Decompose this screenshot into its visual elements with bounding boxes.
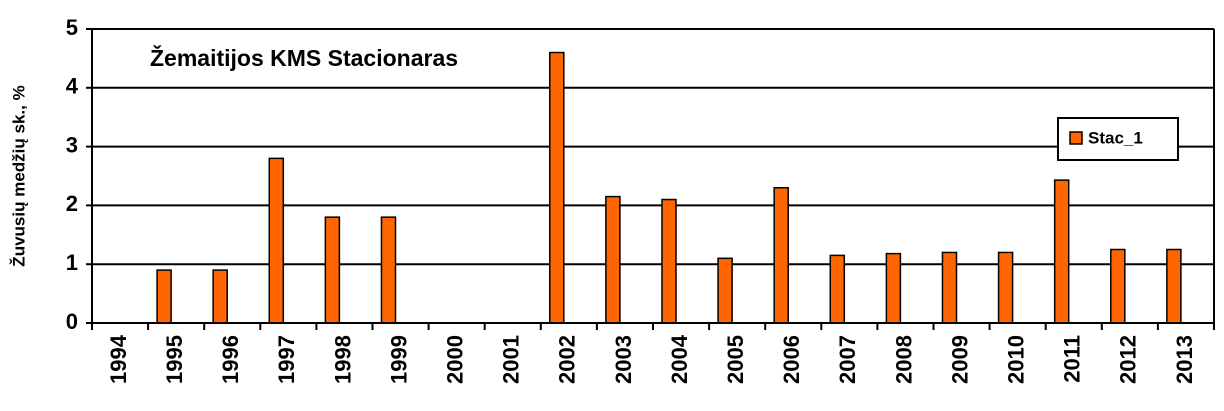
x-tick-label: 2010 [1003, 335, 1028, 384]
bar [661, 198, 677, 324]
x-tick-label: 2013 [1172, 335, 1197, 384]
bar [1110, 248, 1126, 324]
x-tick-label: 1999 [386, 335, 411, 384]
bar [1053, 179, 1070, 324]
x-tick-label: 2002 [555, 335, 580, 384]
legend-label: Stac_1 [1088, 128, 1143, 147]
x-tick-label: 2003 [611, 335, 636, 384]
x-tick-label: 2008 [891, 335, 916, 384]
bar [829, 254, 846, 324]
y-tick-label: 2 [66, 191, 78, 216]
bar [773, 187, 789, 324]
x-tick-label: 1996 [218, 335, 243, 384]
bar [1166, 248, 1182, 324]
bar [324, 216, 341, 324]
bar [717, 257, 733, 324]
x-tick-label: 1995 [162, 335, 187, 384]
x-tick-label: 2009 [947, 335, 972, 384]
y-tick-label: 5 [66, 15, 78, 40]
bar [212, 269, 228, 324]
x-tick-label: 2001 [499, 335, 524, 384]
bar [605, 195, 621, 324]
y-tick-label: 0 [66, 309, 78, 334]
y-tick-label: 1 [66, 250, 78, 275]
y-tick-label: 3 [66, 132, 78, 157]
legend-swatch [1069, 131, 1083, 145]
x-tick-label: 1998 [330, 335, 355, 384]
x-tick-label: 2000 [442, 335, 467, 384]
y-tick-label: 4 [66, 74, 79, 99]
x-tick-label: 2012 [1116, 335, 1141, 384]
bar [941, 251, 958, 324]
x-tick-label: 2006 [779, 335, 804, 384]
x-tick-label: 2011 [1060, 335, 1085, 383]
bar [885, 252, 902, 324]
bar [268, 157, 285, 324]
bar [156, 269, 172, 324]
bar [380, 216, 397, 324]
bar [997, 251, 1014, 324]
x-tick-label: 1997 [274, 335, 299, 384]
chart-title: Žemaitijos KMS Stacionaras [150, 44, 458, 71]
y-axis-label: Žuvusių medžių sk., % [9, 85, 28, 266]
x-tick-label: 2007 [835, 335, 860, 384]
bar [549, 51, 565, 324]
x-tick-label: 1994 [106, 334, 131, 384]
x-tick-label: 2004 [667, 334, 692, 384]
x-tick-label: 2005 [723, 335, 748, 384]
